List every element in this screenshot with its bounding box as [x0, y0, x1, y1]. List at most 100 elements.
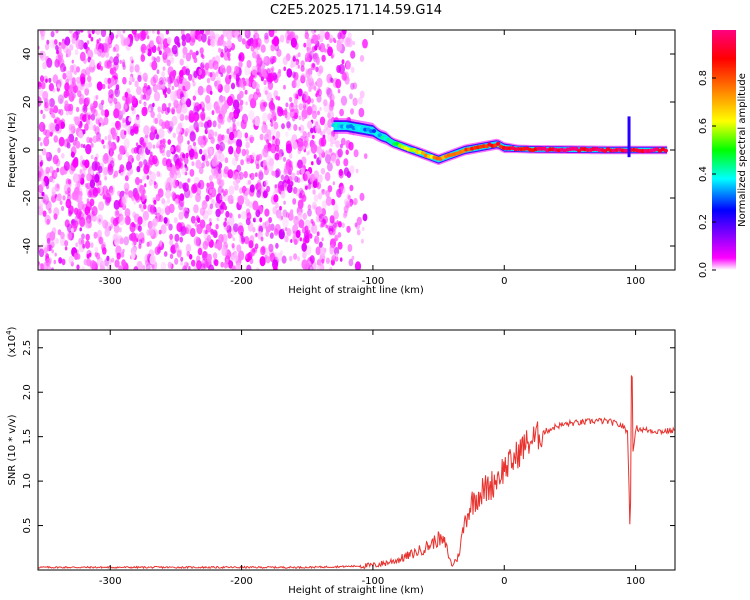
noise-cell — [122, 76, 127, 85]
noise-cell — [348, 141, 354, 151]
noise-cell — [301, 109, 308, 120]
noise-cell — [315, 66, 319, 73]
snr-x-tick-label: -300 — [99, 576, 122, 587]
noise-cell — [235, 146, 241, 155]
noise-cell — [246, 264, 252, 270]
noise-cell — [116, 252, 121, 260]
noise-cell — [238, 86, 242, 92]
noise-cell — [57, 45, 62, 53]
noise-cell — [49, 106, 54, 114]
noise-cell — [271, 66, 275, 72]
noise-cell — [200, 113, 206, 122]
noise-cell — [85, 201, 92, 212]
noise-cell — [262, 162, 266, 167]
noise-cell — [87, 114, 91, 120]
noise-cell — [171, 44, 178, 55]
noise-cell — [294, 112, 298, 118]
noise-cell — [132, 123, 139, 134]
noise-cell — [75, 249, 79, 255]
noise-cell — [325, 196, 332, 207]
noise-cell — [118, 114, 123, 121]
noise-cell — [209, 147, 214, 156]
noise-cell — [218, 113, 223, 120]
noise-cell — [335, 78, 342, 89]
noise-cell — [226, 30, 233, 41]
noise-cell — [57, 52, 64, 61]
noise-cell — [204, 121, 209, 130]
noise-cell — [325, 154, 331, 164]
noise-cell — [89, 172, 96, 182]
noise-cell — [310, 98, 314, 104]
noise-cell — [162, 55, 168, 64]
noise-cell — [159, 172, 162, 178]
noise-cell — [333, 222, 338, 229]
noise-cell — [123, 167, 127, 172]
noise-cell — [220, 186, 224, 191]
noise-cell — [105, 36, 111, 46]
noise-cell — [226, 51, 231, 58]
noise-cell — [268, 57, 273, 65]
noise-cell — [297, 52, 301, 58]
noise-cell — [172, 132, 176, 139]
noise-cell — [238, 60, 243, 68]
noise-cell — [81, 233, 85, 240]
noise-cell — [305, 185, 308, 190]
noise-cell — [181, 33, 186, 42]
noise-cell — [324, 171, 331, 182]
noise-cell — [197, 85, 204, 96]
noise-cell — [215, 71, 219, 77]
noise-cell — [139, 179, 143, 184]
noise-cell — [293, 215, 300, 226]
noise-cell — [169, 163, 173, 168]
noise-cell — [265, 90, 268, 95]
noise-cell — [70, 227, 74, 233]
spectrogram-y-tick-label: -20 — [22, 190, 33, 206]
noise-cell — [58, 136, 65, 147]
noise-cell — [225, 210, 230, 218]
noise-cell — [72, 32, 76, 39]
snr-y-multiplier: (x104) — [5, 326, 18, 357]
noise-cell — [48, 77, 52, 83]
noise-cell — [107, 134, 112, 142]
noise-cell — [66, 194, 72, 202]
noise-cell — [177, 142, 182, 149]
noise-cell — [268, 30, 275, 38]
noise-cell — [217, 83, 223, 93]
snr-y-tick-label: 2.0 — [22, 384, 33, 400]
noise-cell — [149, 170, 152, 175]
noise-cell — [173, 154, 180, 164]
noise-cell — [349, 184, 354, 192]
noise-cell — [90, 169, 94, 176]
noise-cell — [355, 168, 359, 174]
noise-cell — [102, 153, 109, 164]
noise-cell — [275, 144, 280, 152]
noise-cell — [228, 212, 233, 219]
noise-cell — [169, 170, 175, 179]
noise-cell — [166, 106, 171, 113]
snr-x-axis-label: Height of straight line (km) — [288, 585, 424, 596]
noise-cell — [341, 59, 345, 65]
noise-cell — [146, 175, 150, 180]
noise-cell — [307, 183, 312, 190]
noise-cell — [262, 222, 267, 229]
noise-cell — [209, 90, 213, 95]
noise-cell — [183, 156, 189, 165]
noise-cell — [140, 43, 147, 54]
noise-cell — [167, 127, 172, 134]
noise-cell — [53, 213, 58, 220]
noise-cell — [122, 95, 126, 101]
noise-cell — [208, 218, 212, 223]
noise-cell — [202, 200, 206, 205]
noise-cell — [209, 187, 217, 198]
noise-cell — [214, 80, 218, 87]
noise-cell — [244, 89, 248, 95]
noise-cell — [134, 116, 141, 127]
noise-cell — [165, 189, 172, 199]
noise-cell — [201, 54, 205, 60]
noise-cell — [228, 149, 232, 155]
noise-cell — [123, 236, 129, 246]
noise-cell — [136, 260, 143, 270]
noise-cell — [207, 71, 211, 77]
noise-cell — [75, 39, 82, 50]
noise-cell — [290, 63, 294, 68]
